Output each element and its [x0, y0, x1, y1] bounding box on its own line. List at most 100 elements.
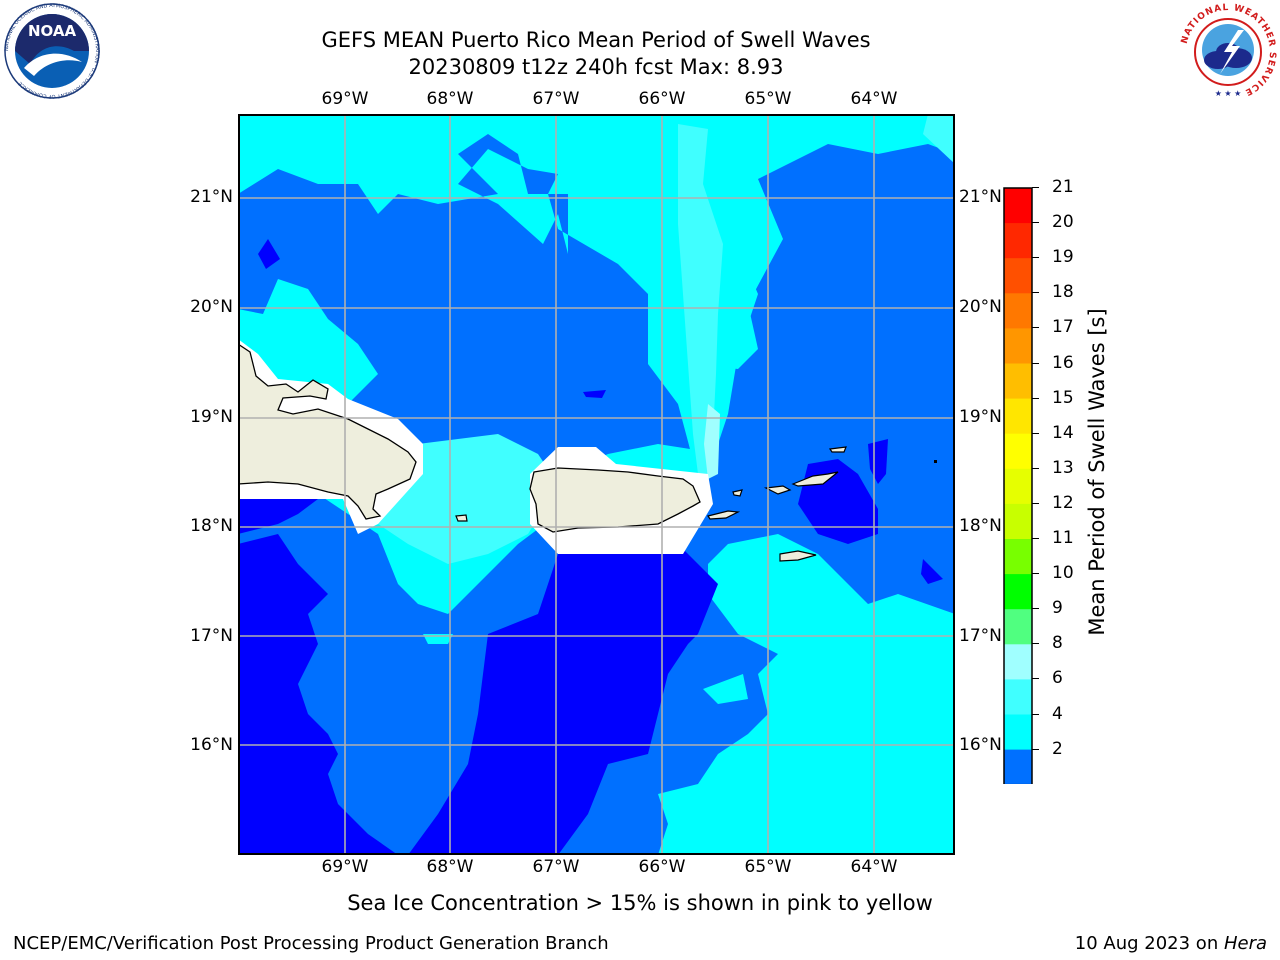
colorbar-tick-mark — [1032, 292, 1039, 294]
sea-ice-caption: Sea Ice Concentration > 15% is shown in … — [347, 891, 933, 915]
colorbar-tick-label: 11 — [1052, 528, 1074, 548]
colorbar-tick-mark — [1032, 432, 1039, 434]
colorbar — [1000, 186, 1040, 815]
lat-label-right: 17°N — [959, 626, 1002, 646]
colorbar-band — [1004, 749, 1032, 786]
footer-left: NCEP/EMC/Verification Post Processing Pr… — [13, 933, 609, 954]
field-deep-sw — [238, 534, 398, 855]
colorbar-tick-label: 6 — [1052, 668, 1063, 689]
colorbar-label: Mean Period of Swell Waves [s] — [1085, 308, 1109, 636]
colorbar-band — [1004, 503, 1032, 540]
lon-label-top: 68°W — [426, 89, 474, 109]
colorbar-tick-mark — [1032, 257, 1039, 259]
colorbar-tick-mark — [1032, 573, 1039, 575]
field-pale-ne — [923, 114, 955, 164]
field-deep-south — [408, 544, 718, 855]
colorbar-band — [1004, 398, 1032, 435]
lon-label-bottom: 64°W — [850, 857, 898, 877]
colorbar-tick-label: 13 — [1052, 457, 1074, 478]
nws-logo: NATIONAL WEATHER SERVICE ★ ★ ★ — [1178, 2, 1278, 100]
svg-text:★ ★ ★: ★ ★ ★ — [1215, 89, 1242, 98]
colorbar-tick-mark — [1032, 748, 1039, 750]
colorbar-band — [1004, 293, 1032, 329]
colorbar-tick-mark — [1032, 222, 1039, 224]
colorbar-band — [1004, 223, 1032, 259]
colorbar-tick-mark — [1032, 538, 1039, 539]
land-vi-1 — [763, 485, 792, 495]
colorbar-tick-label: 9 — [1052, 598, 1063, 619]
field-deep-e3 — [921, 559, 943, 584]
swell-period-map — [238, 114, 955, 855]
noaa-logo-text: NOAA — [28, 22, 77, 40]
colorbar-tick-mark — [1032, 608, 1039, 610]
colorbar-tick-mark — [1032, 643, 1039, 645]
colorbar-tick-mark — [1032, 467, 1039, 469]
land-vi-3 — [828, 446, 847, 453]
land-dot — [934, 460, 937, 463]
colorbar-tick-mark — [1032, 678, 1039, 680]
colorbar-tick-mark — [1032, 362, 1039, 364]
field-deep-e2 — [868, 439, 888, 484]
colorbar-tick-label: 20 — [1052, 212, 1074, 233]
colorbar-band — [1004, 574, 1032, 610]
colorbar-band — [1004, 468, 1032, 505]
lon-label-bottom: 67°W — [532, 857, 580, 877]
footer-right: 10 Aug 2023 on Hera — [1075, 933, 1267, 954]
lat-label-right: 20°N — [959, 297, 1002, 317]
lat-label-left: 17°N — [190, 626, 233, 646]
lat-label-left: 21°N — [190, 187, 233, 207]
map-frame — [238, 114, 955, 855]
lat-label-left: 16°N — [190, 735, 233, 755]
colorbar-band — [1004, 328, 1032, 364]
land-vi-2 — [791, 471, 839, 487]
colorbar-tick-mark — [1032, 187, 1039, 188]
colorbar-tick-mark — [1032, 502, 1039, 504]
lat-label-right: 16°N — [959, 735, 1002, 755]
colorbar-tick-mark — [1032, 327, 1039, 329]
field-deep-nw — [258, 239, 280, 269]
field-pale-2 — [704, 404, 720, 479]
lat-label-right: 21°N — [959, 187, 1002, 207]
colorbar-tick-label: 19 — [1052, 247, 1074, 268]
lon-label-top: 65°W — [744, 89, 792, 109]
colorbar-band — [1004, 679, 1032, 715]
colorbar-band — [1004, 609, 1032, 645]
field-pale — [678, 124, 723, 474]
land-puerto-rico — [529, 467, 701, 533]
field-cyan-e5 — [708, 769, 738, 794]
colorbar-tick-label: 8 — [1052, 633, 1063, 654]
colorbar-tick-label: 16 — [1052, 352, 1074, 373]
lat-label-right: 18°N — [959, 516, 1002, 536]
noaa-logo: NOAA NATIONAL OCEANIC AND ATMOSPHERIC AD… — [2, 2, 102, 100]
lon-label-bottom: 68°W — [426, 857, 474, 877]
lat-label-right: 19°N — [959, 407, 1002, 427]
land-mona — [455, 514, 468, 522]
lat-label-left: 18°N — [190, 516, 233, 536]
colorbar-tick-label: 14 — [1052, 422, 1074, 443]
land-st-croix — [779, 550, 817, 562]
colorbar-band — [1004, 188, 1032, 224]
chart-title: GEFS MEAN Puerto Rico Mean Period of Swe… — [321, 28, 871, 52]
land-vieques — [707, 510, 741, 520]
land-culebra — [732, 489, 743, 497]
colorbar-tick-label: 21 — [1052, 177, 1074, 197]
colorbar-band — [1004, 258, 1032, 294]
field-deep-mid — [583, 390, 606, 398]
lon-label-top: 66°W — [638, 89, 686, 109]
footer-date: 10 Aug 2023 on — [1074, 933, 1224, 954]
field-deep-west — [238, 499, 318, 534]
colorbar-tick-label: 2 — [1052, 738, 1063, 759]
colorbar-tick-label: 4 — [1052, 703, 1063, 724]
lon-label-top: 64°W — [850, 89, 898, 109]
colorbar-band — [1004, 363, 1032, 400]
colorbar-tick-mark — [1032, 397, 1039, 399]
footer-host: Hera — [1223, 933, 1267, 954]
colorbar-tick-mark — [1032, 713, 1039, 715]
colorbar-band — [1004, 644, 1032, 680]
colorbar-band — [1004, 433, 1032, 470]
lon-label-bottom: 69°W — [321, 857, 369, 877]
lat-label-left: 19°N — [190, 407, 233, 427]
colorbar-band — [1004, 714, 1032, 751]
field-cyan-e4 — [703, 674, 748, 704]
lon-label-top: 69°W — [321, 89, 369, 109]
